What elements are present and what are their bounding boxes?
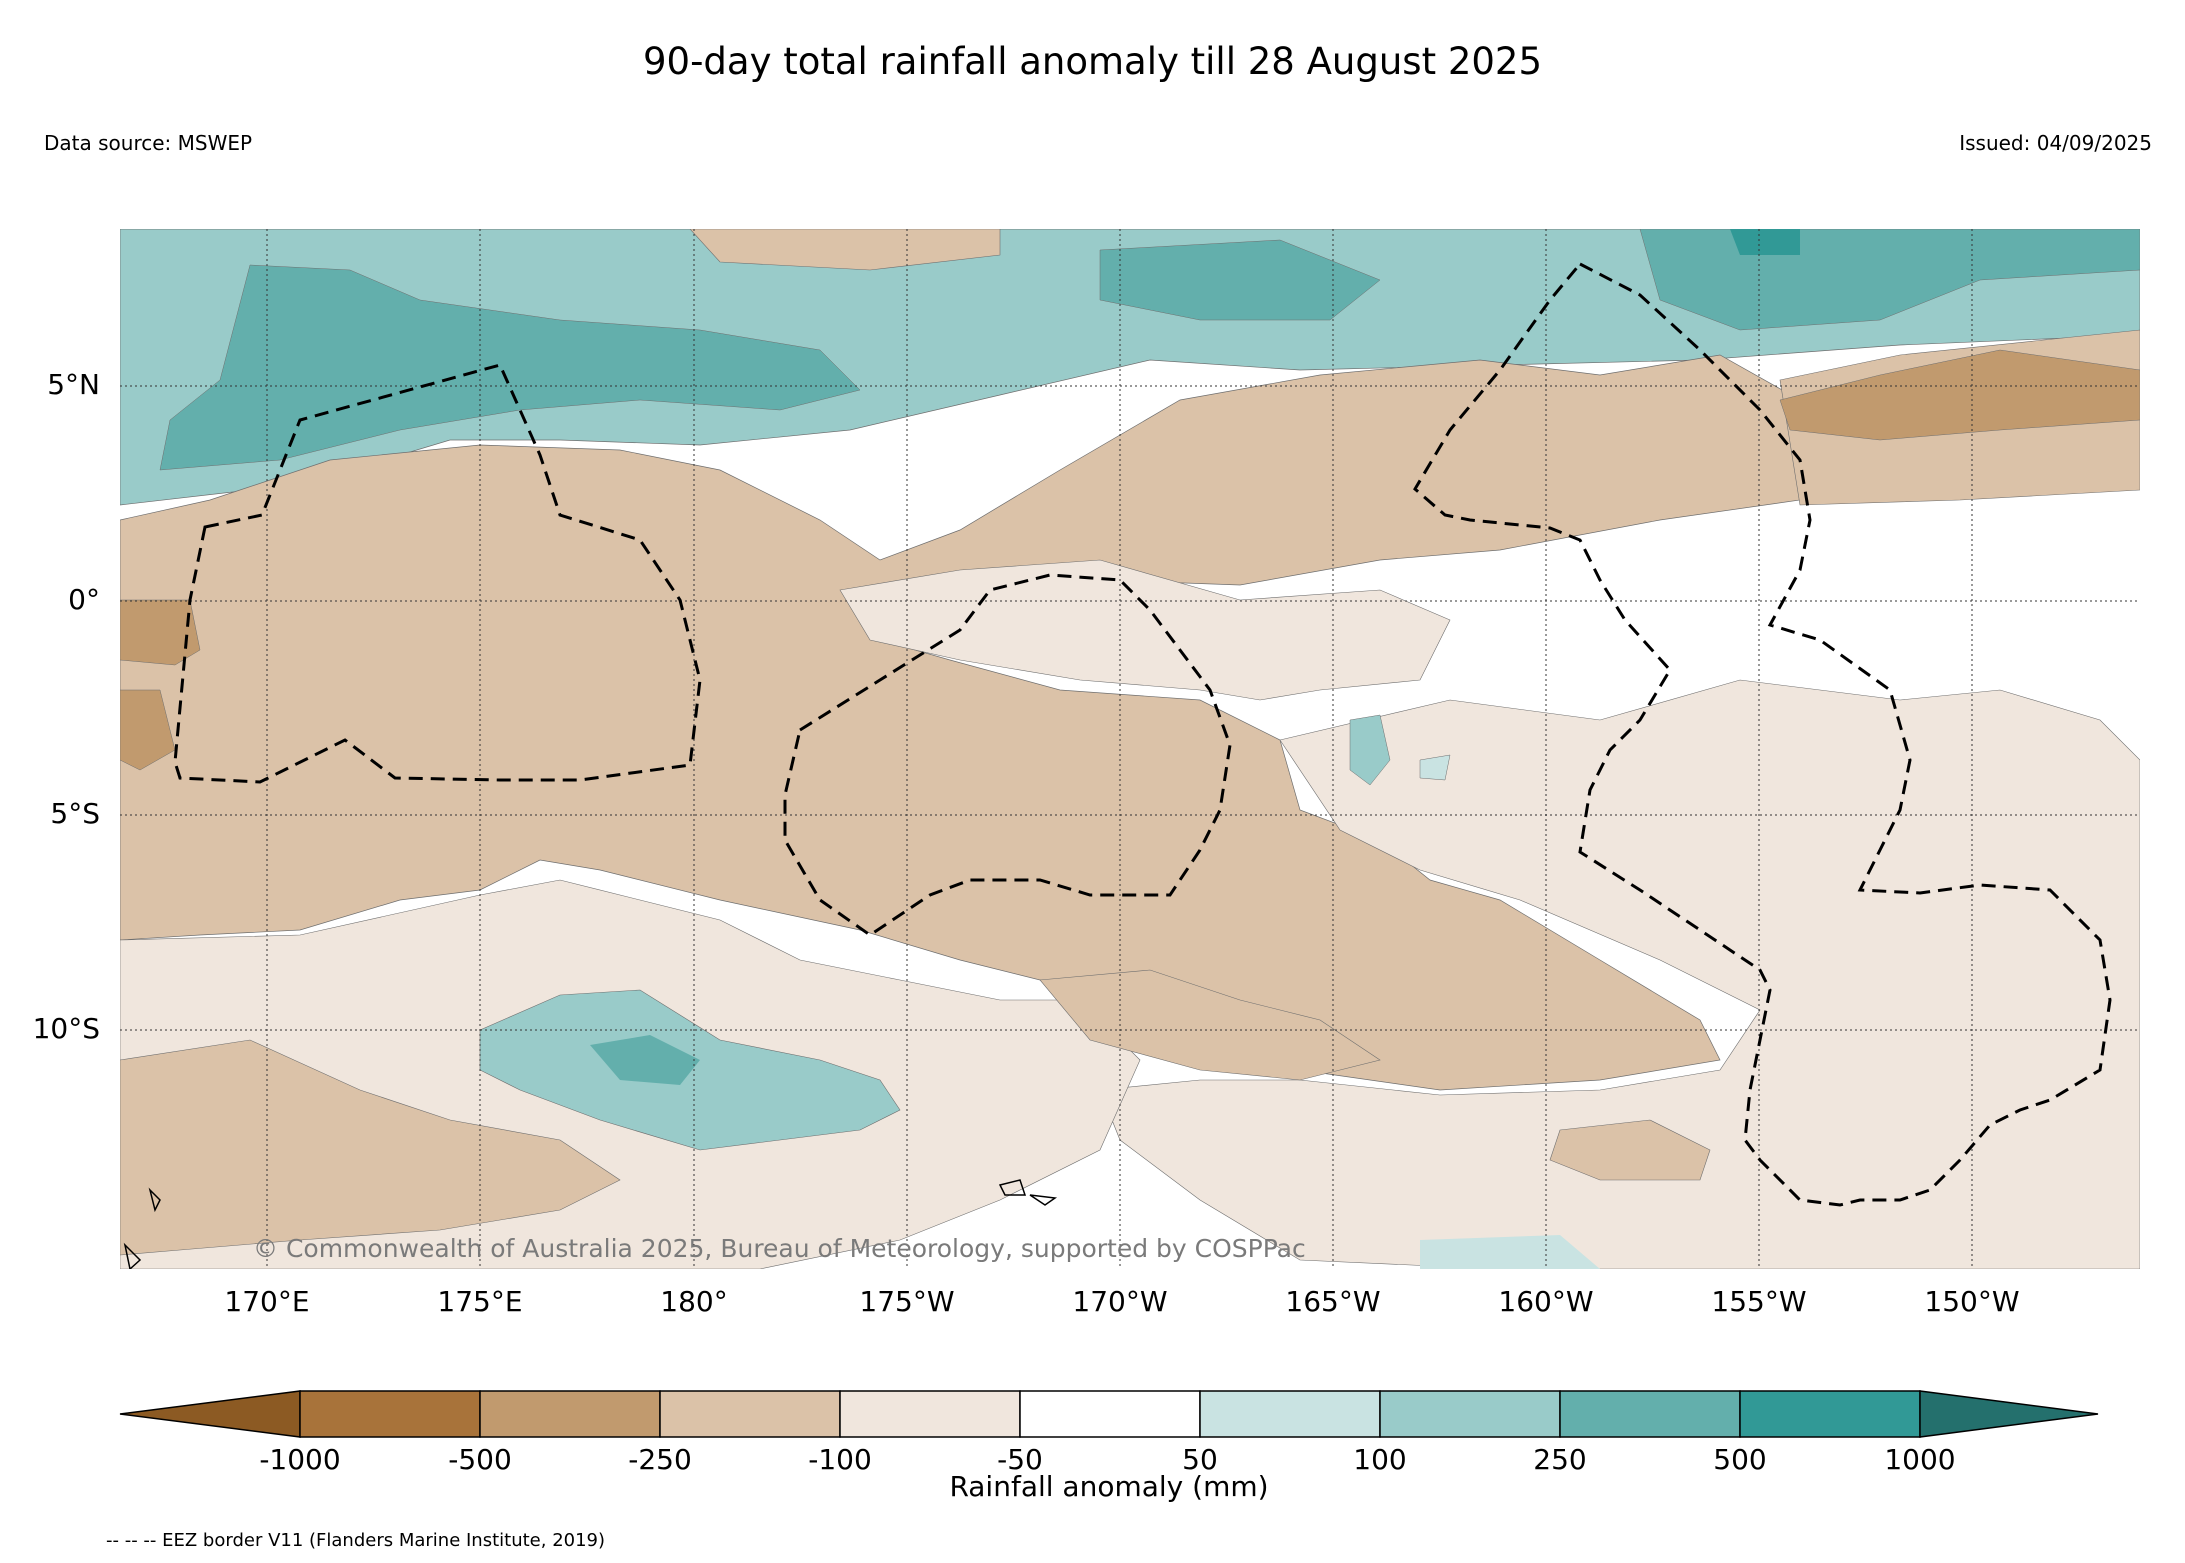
eez-legend-note: -- -- -- EEZ border V11 (Flanders Marine… <box>106 1530 606 1551</box>
lon-label-170w: 170°W <box>1072 1285 1168 1318</box>
lon-label-150w: 150°W <box>1924 1285 2020 1318</box>
colorbar-tick: -1000 <box>259 1443 341 1476</box>
colorbar-segment <box>1019 1390 1201 1438</box>
eez-line-islands <box>1413 262 2112 1207</box>
eez-kiribati-gilbert <box>173 363 702 784</box>
map-field <box>120 229 2140 1269</box>
issued-date: Issued: 04/09/2025 <box>1959 131 2152 155</box>
lat-label-5n: 5°N <box>47 368 100 401</box>
map-title: 90-day total rainfall anomaly till 28 Au… <box>642 40 1543 83</box>
slightly-dry-centre <box>839 559 1451 701</box>
colorbar-segment <box>1559 1390 1741 1438</box>
wet-band-north-core2 <box>1099 239 1381 321</box>
wet-band-north-core <box>159 264 861 471</box>
gridlines <box>120 229 2140 1269</box>
colorbar-tick: 100 <box>1353 1443 1407 1476</box>
wet-patch-small <box>1419 754 1451 781</box>
slightly-dry-southeast <box>1099 679 2140 1269</box>
colorbar-segment <box>1199 1390 1381 1438</box>
dry-southwest <box>120 1039 621 1256</box>
colorbar-label: Rainfall anomaly (mm) <box>949 1470 1269 1503</box>
colorbar-segment <box>299 1390 481 1438</box>
wet-patch-south-core <box>590 1035 700 1085</box>
colorbar <box>119 1390 2099 1438</box>
colorbar-segment <box>1739 1390 1921 1438</box>
lon-label-175e: 175°E <box>437 1285 523 1318</box>
colorbar-segment <box>659 1390 841 1438</box>
dry-west-core2 <box>120 689 176 771</box>
wet-spot-north <box>1730 229 1800 255</box>
lon-label-180: 180° <box>660 1285 728 1318</box>
copyright-notice: © Commonwealth of Australia 2025, Bureau… <box>253 1234 1306 1263</box>
eez-phoenix <box>783 573 1232 937</box>
wet-patch-central <box>1349 714 1391 786</box>
eez-borders <box>173 262 2112 1207</box>
lon-label-165w: 165°W <box>1285 1285 1381 1318</box>
colorbar-tick: 500 <box>1713 1443 1767 1476</box>
dry-east-core <box>1779 349 2140 441</box>
colorbar-segment <box>479 1390 661 1438</box>
colorbar-extend-high <box>1919 1390 2099 1438</box>
lon-label-170e: 170°E <box>224 1285 310 1318</box>
data-source: Data source: MSWEP <box>44 131 253 155</box>
dry-south-middle <box>1039 969 1381 1081</box>
dry-main-region <box>120 354 1801 1091</box>
colorbar-tick: -100 <box>808 1443 872 1476</box>
wet-patch-southeast-edge <box>1420 1235 1600 1269</box>
lon-label-160w: 160°W <box>1498 1285 1594 1318</box>
dry-west-core <box>120 599 201 666</box>
lat-label-0: 0° <box>68 583 100 616</box>
colorbar-segment <box>1379 1390 1561 1438</box>
colorbar-tick: -500 <box>448 1443 512 1476</box>
islands <box>123 1179 1058 1269</box>
colorbar-tick: 1000 <box>1884 1443 1956 1476</box>
colorbar-segment <box>839 1390 1021 1438</box>
colorbar-tick: 50 <box>1182 1443 1218 1476</box>
colorbar-tick: -50 <box>997 1443 1043 1476</box>
lon-label-155w: 155°W <box>1711 1285 1807 1318</box>
colorbar-tick: -250 <box>628 1443 692 1476</box>
dry-top-middle <box>689 229 1001 271</box>
lon-label-175w: 175°W <box>859 1285 955 1318</box>
dry-south-patch <box>1549 1119 1711 1181</box>
lat-label-5s: 5°S <box>50 797 100 830</box>
lat-label-10s: 10°S <box>32 1012 100 1045</box>
colorbar-extend-low <box>119 1390 301 1438</box>
colorbar-tick: 250 <box>1533 1443 1587 1476</box>
